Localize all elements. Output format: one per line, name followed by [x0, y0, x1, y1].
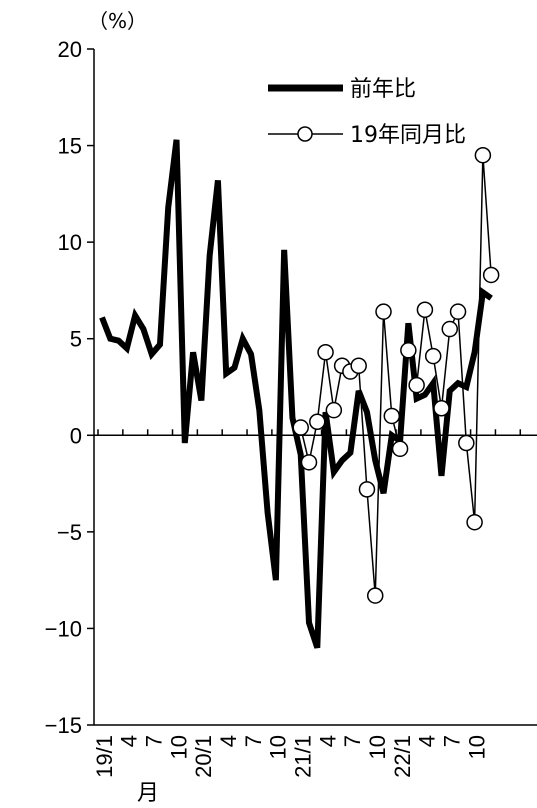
- y-tick-label: 5: [70, 327, 82, 352]
- x-tick-label: 10: [464, 735, 489, 759]
- y-tick-label: −15: [45, 713, 82, 738]
- series-area: [99, 139, 500, 649]
- x-tick-label: 7: [241, 735, 266, 747]
- series-vs2019-point: [424, 347, 442, 365]
- x-tick-label: 7: [141, 735, 166, 747]
- legend-label-yoy: 前年比: [350, 77, 416, 102]
- series-vs2019-point: [325, 401, 343, 419]
- series-vs2019-point: [292, 419, 309, 436]
- x-tick-label: 21/1: [291, 735, 316, 778]
- series-vs2019-point: [400, 342, 417, 359]
- y-tick-label: −5: [57, 520, 82, 545]
- x-tick-label: 10: [166, 735, 191, 759]
- series-vs2019-point: [466, 513, 483, 531]
- legend: 前年比 19年同月比: [268, 77, 466, 148]
- series-vs2019-point: [383, 407, 401, 425]
- x-tick-label: 20/1: [191, 735, 216, 778]
- series-vs2019-point: [309, 413, 326, 431]
- x-tick-label: 4: [415, 735, 440, 747]
- x-tick-label: 7: [340, 735, 365, 747]
- x-tick-label: 7: [440, 735, 465, 747]
- x-tick-label: 4: [216, 735, 241, 747]
- unit-label: （%）: [88, 9, 147, 33]
- y-axis: 20 15 10 5 0 −5 −10 −15: [45, 37, 95, 738]
- series-vs2019-point: [482, 266, 500, 284]
- series-yoy-line: [99, 139, 493, 649]
- series-vs2019-point: [391, 440, 409, 458]
- series-vs2019-point: [358, 481, 376, 498]
- y-tick-label: 20: [58, 37, 82, 62]
- series-vs2019-point: [366, 587, 384, 604]
- series-vs2019-point: [441, 320, 459, 338]
- y-tick-label: 10: [58, 230, 82, 255]
- series-vs2019-point: [416, 301, 434, 318]
- y-tick-label: 0: [70, 423, 82, 448]
- x-tick-label: 4: [315, 735, 340, 747]
- series-vs2019-point: [458, 434, 475, 452]
- series-vs2019-point: [317, 343, 334, 361]
- x-tick-label: 10: [266, 735, 291, 759]
- y-tick-label: −10: [45, 616, 82, 641]
- legend-label-vs2019: 19年同月比: [350, 123, 466, 148]
- series-vs2019-point: [375, 303, 392, 320]
- series-vs2019-point: [474, 146, 492, 164]
- x-month-label: 月: [137, 780, 159, 805]
- x-tick-label: 22/1: [390, 735, 415, 778]
- x-tick-label: 19/1: [92, 735, 117, 778]
- series-vs2019-point: [300, 454, 318, 471]
- legend-marker-vs2019: [297, 126, 313, 142]
- x-tick-label: 4: [117, 735, 142, 747]
- series-vs2019-line: [299, 155, 492, 596]
- series-vs2019-point: [408, 376, 425, 394]
- y-tick-label: 15: [58, 134, 82, 159]
- series-vs2019-point: [449, 303, 467, 320]
- series-vs2019-point: [350, 357, 367, 375]
- series-vs2019-point: [433, 399, 450, 417]
- x-tick-label: 10: [365, 735, 390, 759]
